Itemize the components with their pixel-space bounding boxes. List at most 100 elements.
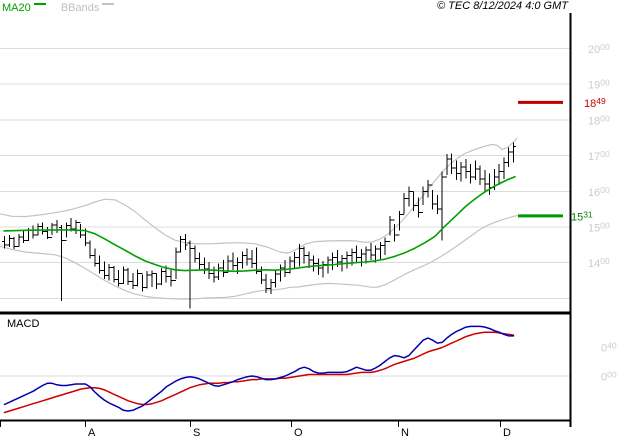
ohlc-bar <box>396 210 402 236</box>
legend-bbands-label: BBands <box>60 2 100 14</box>
price-gridlines <box>0 48 570 299</box>
month-label-A: A <box>88 427 96 439</box>
bollinger-upper-line <box>0 137 518 254</box>
ohlc-bar <box>168 269 174 287</box>
month-label-N: N <box>401 427 409 439</box>
ohlc-bar <box>387 215 393 242</box>
ohlc-bar <box>11 236 17 250</box>
ma20-line <box>3 175 516 273</box>
ohlc-bar <box>73 220 79 234</box>
ohlc-bar <box>320 260 326 278</box>
ohlc-bar <box>59 225 64 301</box>
ohlc-bar <box>463 159 469 179</box>
ohlc-bar <box>44 227 50 240</box>
price-tick-label: 1700 <box>588 149 610 163</box>
ohlc-bar <box>368 243 374 260</box>
ohlc-bar <box>21 230 26 244</box>
ohlc-bar <box>87 240 93 259</box>
bollinger-bands <box>0 137 518 300</box>
ohlc-bar <box>434 194 440 215</box>
ohlc-bar <box>197 252 202 270</box>
ohlc-bar <box>239 251 245 269</box>
ohlc-bar <box>354 245 359 263</box>
ohlc-bar <box>106 263 112 281</box>
ohlc-bar <box>121 266 126 285</box>
ohlc-bar <box>135 269 141 287</box>
ohlc-bar <box>225 255 231 274</box>
bollinger-lower-line <box>0 215 518 300</box>
month-label-O: O <box>294 427 303 439</box>
ohlc-bar <box>111 265 117 283</box>
ohlc-bars <box>2 142 516 309</box>
ohlc-bar <box>268 278 274 295</box>
ohlc-bar <box>278 264 283 282</box>
ohlc-bar <box>392 219 397 242</box>
ohlc-bar <box>344 251 350 269</box>
ohlc-bar <box>473 160 478 181</box>
ohlc-bar <box>159 268 164 285</box>
ohlc-bar <box>330 252 336 270</box>
ohlc-bar <box>511 142 516 163</box>
ohlc-bar <box>425 180 431 198</box>
ohlc-bar <box>401 193 407 216</box>
ohlc-bar <box>130 273 136 290</box>
ohlc-bar <box>444 153 450 178</box>
ohlc-bar <box>297 243 302 267</box>
ohlc-bar <box>6 234 12 247</box>
level-line-1849: 1849 <box>518 96 606 110</box>
ohlc-bar <box>140 272 145 292</box>
ohlc-bar <box>101 261 107 279</box>
ohlc-bar <box>501 157 507 179</box>
chart-frame <box>0 13 572 427</box>
ohlc-bar <box>40 222 45 235</box>
macd-tick-label: 000 <box>601 370 617 384</box>
ohlc-bar <box>97 255 103 274</box>
ohlc-bar <box>92 248 98 267</box>
macd-tick-label: 040 <box>601 340 617 354</box>
ohlc-bar <box>211 266 217 283</box>
price-y-axis-labels: 2000 1900 1800 1700 1600 1500 1400 <box>588 42 610 270</box>
ohlc-bar <box>430 184 436 210</box>
ohlc-bar <box>292 251 298 270</box>
ohlc-bar <box>482 170 488 192</box>
ohlc-bar <box>420 186 426 214</box>
ohlc-bar <box>249 250 255 269</box>
price-tick-label: 1500 <box>588 221 610 235</box>
bbands-line-swatch <box>102 3 115 5</box>
ma20-line-swatch <box>33 3 46 5</box>
ohlc-bar <box>287 256 293 274</box>
price-tick-label: 1900 <box>588 78 610 92</box>
ohlc-bar <box>201 257 207 275</box>
ohlc-bar <box>220 259 226 277</box>
ohlc-bar <box>449 153 455 175</box>
ohlc-bar <box>373 245 378 263</box>
price-tick-label: 2000 <box>588 42 610 56</box>
ohlc-bar <box>477 165 483 186</box>
ohlc-bar <box>358 249 364 267</box>
copyright-text: © TEC 8/12/2024 4:0 GMT <box>437 0 568 12</box>
ohlc-bar <box>506 147 512 168</box>
macd-title: MACD <box>7 318 39 330</box>
ohlc-bar <box>187 240 193 309</box>
ohlc-bar <box>382 237 388 255</box>
ohlc-bar <box>301 246 307 264</box>
signal-line <box>3 331 515 414</box>
macd-y-axis-labels: 040 000 <box>601 340 617 383</box>
ohlc-bar <box>282 259 288 277</box>
ohlc-bar <box>363 246 369 264</box>
macd-line <box>3 325 515 412</box>
ohlc-bar <box>144 270 150 289</box>
month-label-D: D <box>503 427 511 439</box>
ohlc-bar <box>306 251 312 269</box>
ohlc-bar <box>154 272 160 290</box>
ohlc-bar <box>415 197 421 218</box>
ohlc-bar <box>173 247 179 282</box>
level-label-1849: 1849 <box>584 96 606 110</box>
legend-ma20-label: MA20 <box>2 2 31 14</box>
ohlc-bar <box>16 234 22 247</box>
ohlc-bar <box>468 163 474 184</box>
ohlc-bar <box>454 160 459 181</box>
price-tick-label: 1600 <box>588 185 610 199</box>
